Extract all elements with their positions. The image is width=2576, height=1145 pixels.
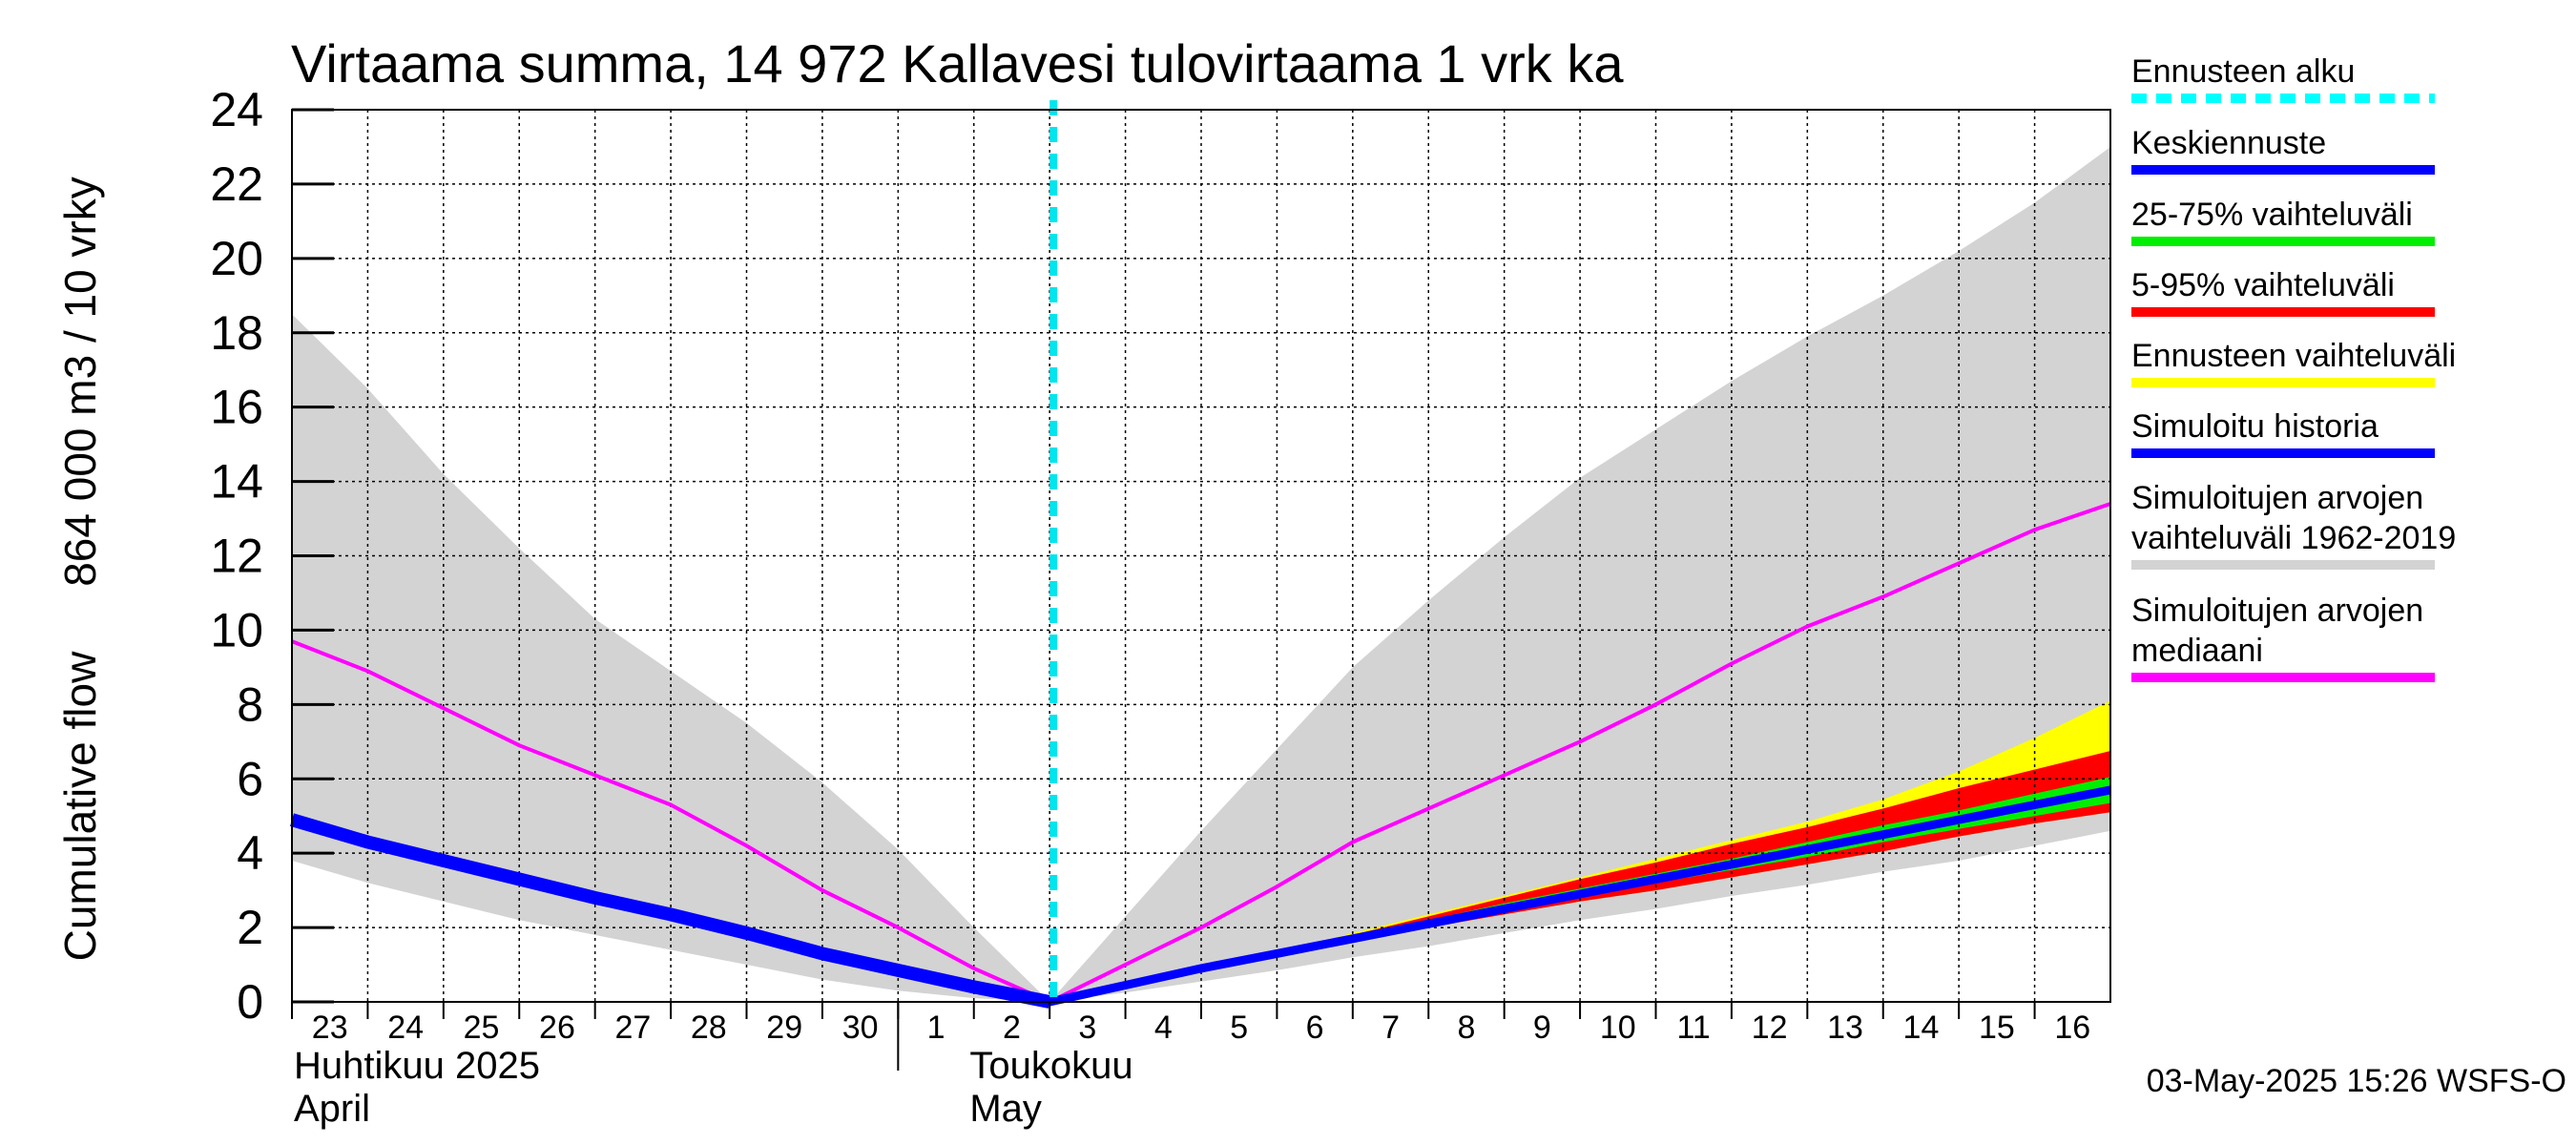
x-tick-label: 30 [842, 1010, 879, 1046]
legend: Ennusteen alku Keskiennuste 25-75% vaihtel… [2131, 53, 2456, 682]
x-tick-label: 6 [1306, 1010, 1324, 1046]
y-tick-label: 24 [210, 83, 263, 136]
x-tick-label: 3 [1078, 1010, 1096, 1046]
y-tick-label: 0 [237, 975, 263, 1029]
legend-entry: Simuloitujen arvojen mediaani [2131, 593, 2435, 682]
x-tick-label: 5 [1230, 1010, 1248, 1046]
y-tick-label: 18 [210, 306, 263, 360]
month-label: Toukokuu [969, 1045, 1132, 1087]
legend-entry: 25-75% vaihteluväli [2131, 197, 2435, 246]
y-axis-label-line-1: Cumulative flow [55, 651, 105, 961]
x-tick-label: 11 [1677, 1010, 1711, 1046]
x-tick-label: 28 [691, 1010, 727, 1046]
y-tick-label: 8 [237, 677, 263, 731]
y-tick-label: 22 [210, 157, 263, 211]
legend-entry: 5-95% vaihteluväli [2131, 267, 2435, 317]
y-tick-label: 16 [210, 381, 263, 434]
y-tick-label: 14 [210, 455, 263, 509]
legend-label: vaihteluväli 1962-2019 [2131, 520, 2456, 556]
x-tick-label: 12 [1752, 1010, 1788, 1046]
month-label-english: April [294, 1088, 370, 1130]
legend-label: Ennusteen vaihteluväli [2131, 338, 2456, 374]
band-series-2 [1277, 751, 2110, 954]
x-tick-label: 23 [312, 1010, 348, 1046]
legend-entry: Simuloitu historia [2131, 408, 2435, 458]
y-tick-label: 12 [210, 530, 263, 583]
x-tick-label: 13 [1827, 1010, 1863, 1046]
y-tick-label: 4 [237, 826, 263, 880]
month-label-english: May [969, 1088, 1042, 1130]
x-tick-label: 16 [2054, 1010, 2090, 1046]
legend-label: Simuloitujen arvojen [2131, 593, 2423, 629]
y-tick-label: 6 [237, 752, 263, 805]
legend-entry: Ennusteen vaihteluväli [2131, 338, 2456, 387]
chart-title: Virtaama summa, 14 972 Kallavesi tulovir… [291, 33, 1624, 94]
x-tick-label: 14 [1903, 1010, 1940, 1046]
x-tick-label: 2 [1003, 1010, 1021, 1046]
x-tick-label: 24 [387, 1010, 424, 1046]
legend-label: Keskiennuste [2131, 125, 2326, 161]
x-tick-label: 8 [1457, 1010, 1475, 1046]
line-series-4 [291, 502, 2111, 1004]
legend-entry: Keskiennuste [2131, 125, 2435, 175]
x-tick-label: 29 [766, 1010, 802, 1046]
legend-label: 25-75% vaihteluväli [2131, 197, 2413, 233]
x-tick-label: 1 [927, 1010, 945, 1046]
legend-label: Simuloitujen arvojen [2131, 480, 2423, 516]
legend-label: Simuloitu historia [2131, 408, 2379, 445]
line-series-6 [1049, 785, 2111, 1007]
x-tick-label: 15 [1979, 1010, 2015, 1046]
legend-label: Ennusteen alku [2131, 53, 2355, 90]
y-tick-label: 2 [237, 901, 263, 954]
y-axis-label-line-2: 864 000 m3 / 10 vrky [55, 177, 105, 587]
x-tick-label: 25 [464, 1010, 500, 1046]
legend-entry: Simuloitujen arvojen vaihteluväli 1962-20… [2131, 480, 2456, 570]
x-tick-label: 10 [1600, 1010, 1636, 1046]
line-series-5 [290, 813, 1051, 1009]
y-tick-label: 20 [210, 232, 263, 285]
x-tick-label: 27 [614, 1010, 651, 1046]
x-tick-label: 9 [1533, 1010, 1551, 1046]
legend-label: 5-95% vaihteluväli [2131, 267, 2395, 303]
month-label: Huhtikuu 2025 [294, 1045, 540, 1087]
band-series-0 [292, 147, 2110, 1002]
footer-timestamp: 03-May-2025 15:26 WSFS-O [2147, 1063, 2566, 1099]
y-tick-label: 10 [210, 603, 263, 656]
legend-entry: Ennusteen alku [2131, 53, 2435, 103]
x-tick-label: 4 [1154, 1010, 1173, 1046]
legend-label: mediaani [2131, 633, 2263, 669]
x-tick-label: 26 [539, 1010, 575, 1046]
x-tick-label: 7 [1381, 1010, 1400, 1046]
